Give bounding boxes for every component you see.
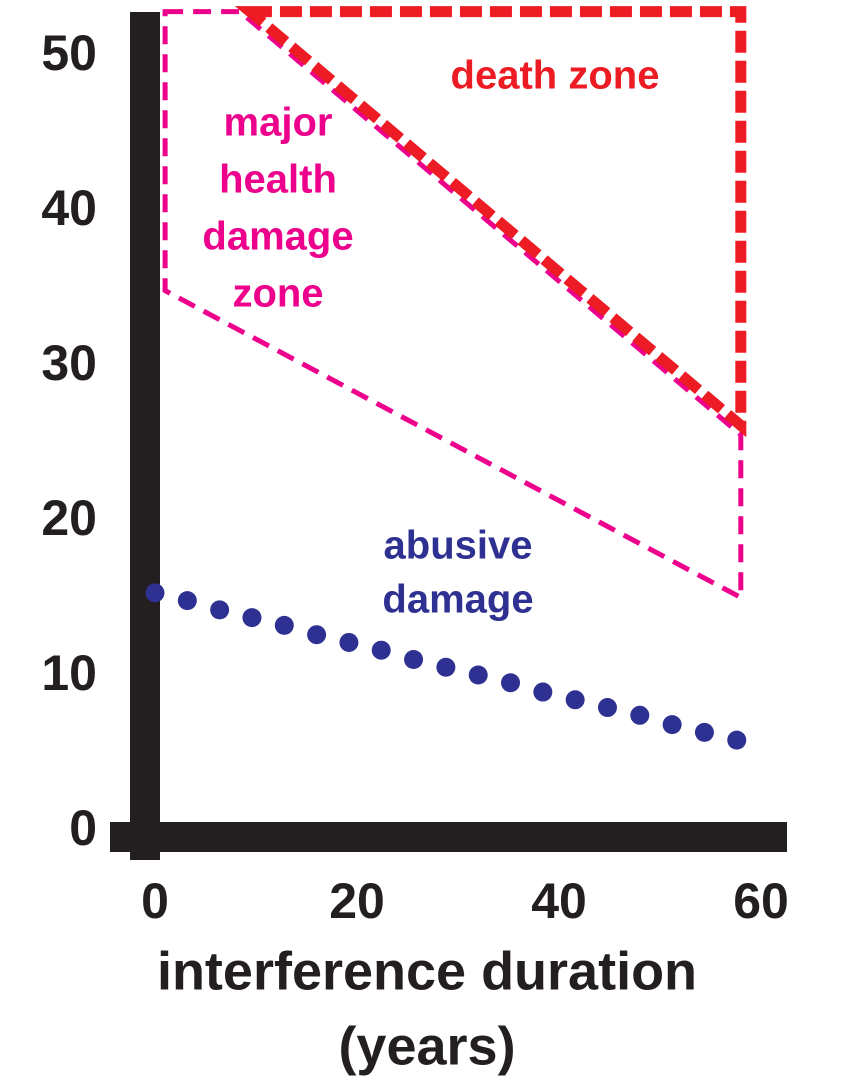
dot <box>371 640 391 660</box>
x-tick-label: 0 <box>141 873 169 929</box>
zone-label: damage <box>202 215 353 259</box>
dot <box>274 615 294 635</box>
x-tick-label: 40 <box>531 873 587 929</box>
dot <box>307 625 327 645</box>
dot <box>210 600 230 620</box>
y-tick-label: 20 <box>41 490 97 546</box>
y-tick-label: 10 <box>41 645 97 701</box>
y-axis <box>130 12 160 860</box>
dot <box>727 730 747 750</box>
x-tick-label: 60 <box>733 873 789 929</box>
dot <box>145 583 165 603</box>
dot <box>468 665 488 685</box>
x-tick-label: 20 <box>329 873 385 929</box>
zone-outline <box>162 9 744 602</box>
x-axis-label: interference duration <box>157 941 697 1001</box>
y-tick-label: 0 <box>69 800 97 856</box>
y-tick-label: 50 <box>41 25 97 81</box>
dot <box>630 705 650 725</box>
dot <box>662 715 682 735</box>
x-axis-label: (years) <box>338 1016 515 1076</box>
dot <box>177 591 197 611</box>
dot <box>501 673 521 693</box>
zone-label: major <box>224 101 333 145</box>
dot <box>339 632 359 652</box>
x-axis <box>110 822 787 852</box>
dot <box>565 690 585 710</box>
dot <box>436 657 456 677</box>
zone-label: zone <box>232 272 323 316</box>
dot <box>533 682 553 702</box>
y-tick-label: 40 <box>41 180 97 236</box>
y-tick-label: 30 <box>41 335 97 391</box>
dot <box>242 608 262 628</box>
zone-label: death zone <box>451 54 660 98</box>
zone-outline <box>234 6 747 438</box>
dot <box>404 650 424 669</box>
annotation: abusive <box>384 524 533 568</box>
dot <box>694 722 714 742</box>
dot <box>597 698 617 718</box>
annotation: damage <box>382 578 533 622</box>
zone-label: health <box>219 158 337 202</box>
